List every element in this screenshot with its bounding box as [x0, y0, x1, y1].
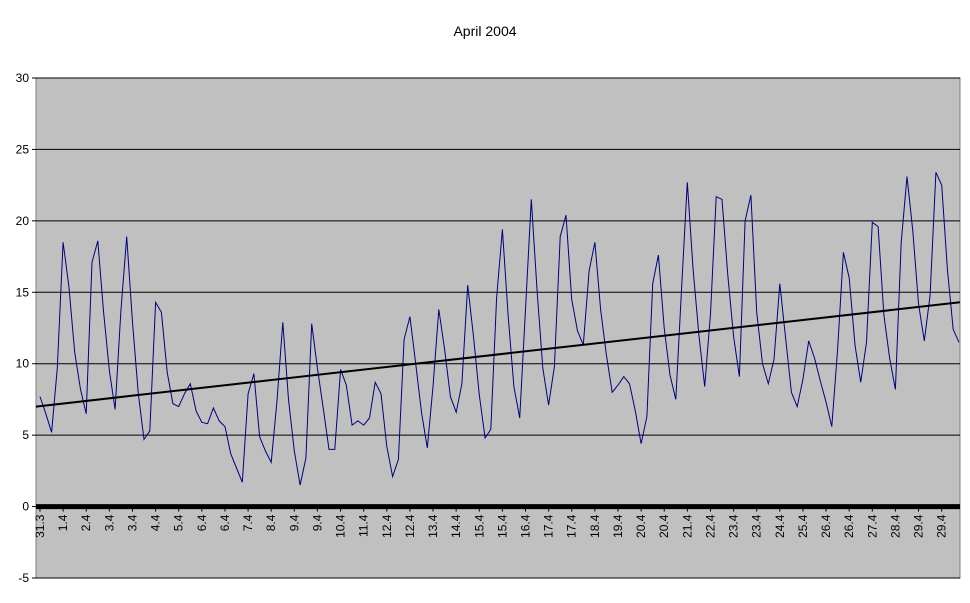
x-tick-label: 21.4: [680, 514, 694, 538]
x-tick-label: 9.4: [287, 514, 301, 531]
x-tick-label: 15.4: [495, 514, 509, 538]
x-tick-label: 20.4: [634, 514, 648, 538]
x-tick-label: 3.4: [125, 514, 139, 531]
x-tick-label: 19.4: [611, 514, 625, 538]
x-tick-label: 23.4: [750, 514, 764, 538]
x-tick-label: 2.4: [79, 514, 93, 531]
x-tick-label: 28.4: [888, 514, 902, 538]
chart-title: April 2004: [453, 23, 516, 39]
x-tick-label: 4.4: [149, 514, 163, 531]
x-tick-label: 29.4: [935, 514, 949, 538]
x-tick-label: 12.4: [380, 514, 394, 538]
x-tick-label: 29.4: [912, 514, 926, 538]
data-line: [39, 172, 960, 486]
x-tick-label: 20.4: [657, 514, 671, 538]
plot-area: [35, 77, 961, 579]
x-tick-label: 3.4: [102, 514, 116, 531]
x-tick-label: 6.4: [218, 514, 232, 531]
y-tick-label: 20: [16, 214, 30, 228]
x-tick-label: 12.4: [403, 514, 417, 538]
x-tick-label: 17.4: [542, 514, 556, 538]
y-tick-label: 15: [16, 285, 30, 299]
x-tick-label: 27.4: [865, 514, 879, 538]
trend-line: [35, 301, 961, 408]
x-tick-label: 11.4: [357, 514, 371, 537]
x-tick-label: 9.4: [310, 514, 324, 531]
x-tick-label: 24.4: [773, 514, 787, 538]
x-tick-label: 26.4: [819, 514, 833, 538]
y-tick-label: -5: [18, 571, 29, 585]
x-tick-label: 31.3: [33, 514, 47, 538]
x-tick-label: 15.4: [472, 514, 486, 538]
x-tick-label: 1.4: [56, 514, 70, 531]
y-tick-label: 0: [22, 500, 29, 514]
y-tick-label: 25: [16, 142, 30, 156]
x-tick-label: 22.4: [703, 514, 717, 538]
x-tick-label: 17.4: [565, 514, 579, 538]
x-tick-label: 26.4: [842, 514, 856, 538]
x-tick-label: 8.4: [264, 514, 278, 531]
x-tick-label: 25.4: [796, 514, 810, 538]
x-tick-label: 23.4: [727, 514, 741, 538]
x-tick-label: 6.4: [195, 514, 209, 531]
x-tick-label: 5.4: [172, 514, 186, 531]
x-tick-label: 7.4: [241, 514, 255, 531]
x-tick-label: 18.4: [588, 514, 602, 538]
x-tick-label: 13.4: [426, 514, 440, 538]
x-tick-label: 14.4: [449, 514, 463, 538]
x-tick-label: 16.4: [519, 514, 533, 538]
x-tick-label: 10.4: [334, 514, 348, 538]
y-tick-label: 10: [16, 357, 30, 371]
y-tick-label: 30: [16, 71, 30, 85]
y-tick-label: 5: [22, 428, 29, 442]
